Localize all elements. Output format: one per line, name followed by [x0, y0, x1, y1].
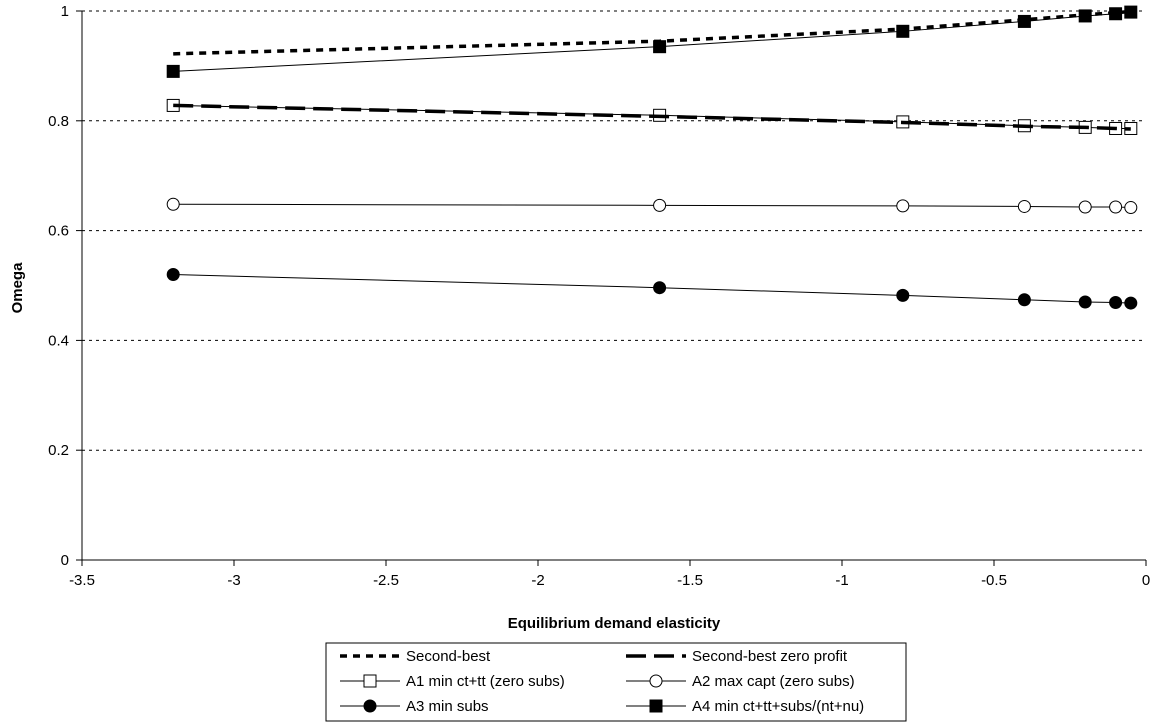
x-tick-label-2: -2.5: [373, 572, 399, 589]
point-3-5: [1109, 200, 1123, 214]
point-5-1: [653, 40, 667, 54]
y-tick-label-5: 1: [61, 3, 69, 20]
series-line-1: [173, 103, 1131, 131]
grid-lines: [82, 10, 1146, 451]
series-4: [166, 268, 1138, 310]
series-group: [166, 5, 1138, 310]
legend-label-1: Second-best zero profit: [692, 648, 848, 665]
legend-item-5: A4 min ct+tt+subs/(nt+nu): [626, 698, 864, 715]
point-5-0: [166, 64, 180, 78]
series-3: [166, 197, 1138, 215]
x-tick-label-6: -0.5: [981, 572, 1007, 589]
point-4-0: [166, 268, 180, 282]
point-3-4: [1078, 200, 1092, 214]
legend-label-5: A4 min ct+tt+subs/(nt+nu): [692, 698, 864, 715]
series-line-3: [173, 203, 1131, 209]
legend-item-4: A3 min subs: [340, 698, 489, 715]
point-3-1: [653, 198, 667, 212]
x-tick-label-7: 0: [1142, 572, 1150, 589]
point-4-2: [896, 288, 910, 302]
x-tick-label-3: -2: [531, 572, 544, 589]
legend-item-3: A2 max capt (zero subs): [626, 673, 855, 690]
x-tick-label-0: -3.5: [69, 572, 95, 589]
point-3-3: [1017, 199, 1031, 213]
axes: 0 0.2 0.4 0.6 0.8 1 -3.5 -3 -2.5 -2 -1.5 -1 -0.5 0: [48, 3, 1150, 589]
y-tick-label-3: 0.6: [48, 223, 69, 240]
x-tick-label-1: -3: [227, 572, 240, 589]
y-tick-label-2: 0.4: [48, 332, 69, 349]
legend: Second-best Second-best zero profit A1 min…: [325, 642, 907, 722]
x-axis-title: Equilibrium demand elasticity: [508, 615, 721, 632]
legend-marker-3: [649, 674, 663, 688]
point-5-6: [1124, 5, 1138, 19]
y-axis-title: Omega: [9, 262, 26, 314]
legend-item-1: Second-best zero profit: [626, 648, 848, 665]
series-1: [173, 103, 1131, 131]
point-4-6: [1124, 296, 1138, 310]
y-tick-label-1: 0.2: [48, 442, 69, 459]
series-line-4: [173, 274, 1131, 304]
series-line-5: [173, 11, 1131, 72]
legend-item-0: Second-best: [340, 648, 491, 665]
legend-label-4: A3 min subs: [406, 698, 489, 715]
legend-marker-2: [363, 674, 377, 688]
x-tick-label-4: -1.5: [677, 572, 703, 589]
legend-marker-5: [649, 699, 663, 713]
point-3-6: [1124, 201, 1138, 215]
legend-label-3: A2 max capt (zero subs): [692, 673, 855, 690]
y-tick-label-4: 0.8: [48, 113, 69, 130]
series-5: [166, 5, 1138, 78]
legend-label-0: Second-best: [406, 648, 491, 665]
y-tick-label-0: 0: [61, 552, 69, 569]
point-3-0: [166, 197, 180, 211]
legend-box: [325, 642, 907, 722]
point-4-4: [1078, 295, 1092, 309]
point-4-5: [1109, 296, 1123, 310]
legend-item-2: A1 min ct+tt (zero subs): [340, 673, 565, 690]
point-4-1: [653, 281, 667, 295]
point-5-2: [896, 24, 910, 38]
point-3-2: [896, 199, 910, 213]
point-5-4: [1078, 9, 1092, 23]
point-5-3: [1017, 14, 1031, 28]
point-4-3: [1017, 293, 1031, 307]
point-5-5: [1109, 7, 1123, 21]
legend-marker-4: [363, 699, 377, 713]
x-tick-label-5: -1: [835, 572, 848, 589]
legend-label-2: A1 min ct+tt (zero subs): [406, 673, 565, 690]
